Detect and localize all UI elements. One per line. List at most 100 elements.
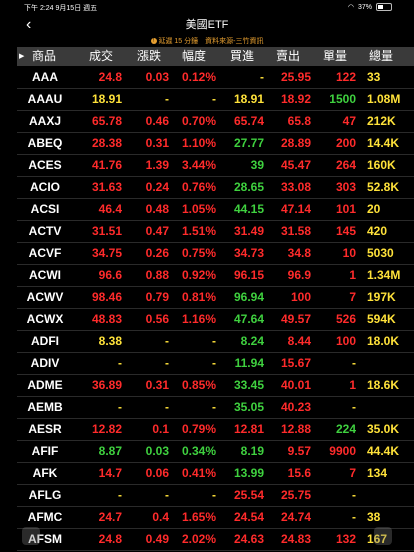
table-row[interactable]: AAAU 18.91 - - 18.91 18.92 1500 1.08M	[17, 88, 414, 111]
ask-cell: 25.95	[280, 70, 311, 84]
qty-cell: 1500	[329, 92, 356, 106]
col-header-qty[interactable]: 單量	[323, 49, 348, 63]
volume-cell	[367, 484, 414, 506]
ask-cell: 96.9	[287, 268, 311, 282]
percent-cell: 0.85%	[181, 378, 216, 392]
symbol-cell: ACVF	[28, 246, 62, 260]
change-cell: -	[165, 400, 169, 414]
table-row[interactable]: ACSI 46.4 0.48 1.05% 44.15 47.14 101 20	[17, 198, 414, 221]
qty-cell: 264	[335, 158, 356, 172]
last-price-cell: 24.7	[98, 510, 122, 524]
bid-cell: 96.94	[233, 290, 264, 304]
last-price-cell: -	[118, 488, 122, 502]
qty-cell: -	[352, 488, 356, 502]
table-row[interactable]: AAA 24.8 0.03 0.12% - 25.95 122 33	[17, 66, 414, 89]
ask-cell: 28.89	[280, 136, 311, 150]
percent-cell: 1.65%	[181, 510, 216, 524]
table-row[interactable]: ADIV - - - 11.94 15.67 -	[17, 352, 414, 375]
change-cell: 0.48	[145, 202, 169, 216]
percent-cell: 1.16%	[181, 312, 216, 326]
table-row[interactable]: AFIF 8.87 0.03 0.34% 8.19 9.57 9900 44.4K	[17, 440, 414, 463]
delay-notice: ! 延遲 15 分鐘 資料來源-三竹資訊	[0, 36, 414, 47]
volume-cell: 35.0K	[367, 422, 400, 436]
bid-cell: 12.81	[233, 422, 264, 436]
symbol-cell: ACWX	[26, 312, 64, 326]
volume-cell: 52.8K	[367, 180, 400, 194]
percent-cell: 3.44%	[181, 158, 216, 172]
col-header-change[interactable]: 漲跌	[137, 49, 162, 63]
table-row[interactable]: AFK 14.7 0.06 0.41% 13.99 15.6 7 134	[17, 462, 414, 485]
status-time: 下午 2:24 9月15日 週五	[24, 5, 98, 12]
table-row[interactable]: ACTV 31.51 0.47 1.51% 31.49 31.58 145 420	[17, 220, 414, 243]
last-price-cell: 65.78	[91, 114, 122, 128]
table-row[interactable]: ACWX 48.83 0.56 1.16% 47.64 49.57 526 594K	[17, 308, 414, 331]
menu-icon[interactable]	[374, 527, 392, 545]
col-header-ask[interactable]: 賣出	[276, 49, 301, 63]
percent-cell: -	[212, 356, 216, 370]
bid-cell: 8.24	[240, 334, 264, 348]
qty-cell: 224	[335, 422, 356, 436]
grid-icon[interactable]	[22, 527, 40, 545]
qty-cell: 1	[349, 378, 356, 392]
symbol-cell: AAAU	[27, 92, 63, 106]
change-cell: -	[165, 356, 169, 370]
bid-cell: 35.05	[233, 400, 264, 414]
volume-cell: 33	[367, 70, 381, 84]
symbol-cell: AFSM	[28, 532, 62, 546]
table-row[interactable]: ACIO 31.63 0.24 0.76% 28.65 33.08 303 52.8K	[17, 176, 414, 199]
table-row[interactable]: AESR 12.82 0.1 0.79% 12.81 12.88 224 35.0K	[17, 418, 414, 441]
symbol-cell: ACSI	[30, 202, 60, 216]
table-row[interactable]: ACVF 34.75 0.26 0.75% 34.73 34.8 10 5030	[17, 242, 414, 265]
table-row[interactable]: ADFI 8.38 - - 8.24 8.44 100 18.0K	[17, 330, 414, 353]
symbol-cell: ADIV	[30, 356, 60, 370]
symbol-cell: AFMC	[27, 510, 63, 524]
back-chevron-icon[interactable]: ‹	[26, 16, 32, 33]
table-row[interactable]: AAXJ 65.78 0.46 0.70% 65.74 65.8 47 212K	[17, 110, 414, 133]
ask-cell: 49.57	[280, 312, 311, 326]
volume-cell: 1.34M	[367, 268, 401, 282]
sort-arrow-icon[interactable]: ▶	[19, 53, 25, 60]
volume-cell: 18.0K	[367, 334, 400, 348]
table-row[interactable]: AFLG - - - 25.54 25.75 -	[17, 484, 414, 507]
change-cell: 0.47	[145, 224, 169, 238]
table-row[interactable]: AFSM 24.8 0.49 2.02% 24.63 24.83 132 167	[17, 528, 414, 551]
symbol-cell: ACTV	[28, 224, 62, 238]
percent-cell: 0.70%	[181, 114, 216, 128]
qty-cell: -	[352, 356, 356, 370]
ask-cell: 40.01	[280, 378, 311, 392]
col-header-last[interactable]: 成交	[89, 49, 114, 63]
ask-cell: 18.92	[280, 92, 311, 106]
col-header-symbol[interactable]: 商品	[32, 49, 57, 63]
quote-table-body[interactable]: AAA 24.8 0.03 0.12% -25.95 122 33 AAAU 18.91- -18…	[17, 66, 414, 552]
table-row[interactable]: AEMB - - - 35.05 40.23 -	[17, 396, 414, 419]
volume-cell: 420	[367, 224, 388, 238]
percent-cell: 0.76%	[181, 180, 216, 194]
bid-cell: 33.45	[233, 378, 264, 392]
qty-cell: 145	[335, 224, 356, 238]
ask-cell: 65.8	[287, 114, 311, 128]
volume-cell: 14.4K	[367, 136, 400, 150]
bid-cell: 47.64	[233, 312, 264, 326]
table-row[interactable]: AFMC 24.7 0.4 1.65% 24.54 24.74 -38	[17, 506, 414, 529]
percent-cell: -	[212, 334, 216, 348]
change-cell: -	[165, 488, 169, 502]
table-row[interactable]: ADME 36.89 0.31 0.85% 33.45 40.01 1 18.6K	[17, 374, 414, 397]
ask-cell: 8.44	[287, 334, 311, 348]
bid-cell: 11.94	[234, 356, 264, 370]
percent-cell: 2.02%	[181, 532, 216, 546]
col-header-bid[interactable]: 買進	[230, 49, 255, 63]
ask-cell: 47.14	[280, 202, 311, 216]
table-row[interactable]: ACWV 98.46 0.79 0.81% 96.94 100 7 197K	[17, 286, 414, 309]
table-row[interactable]: ACWI 96.6 0.88 0.92% 96.15 96.9 1 1.34M	[17, 264, 414, 287]
ask-cell: 31.58	[280, 224, 311, 238]
percent-cell: 0.41%	[181, 466, 216, 480]
col-header-percent[interactable]: 幅度	[182, 49, 207, 63]
table-row[interactable]: ABEQ 28.38 0.31 1.10% 27.77 28.89 200 14.4K	[17, 132, 414, 155]
col-header-volume[interactable]: 總量	[369, 49, 394, 63]
bid-cell: 96.15	[233, 268, 264, 282]
table-row[interactable]: ACES 41.76 1.39 3.44% 39 45.47 264 160K	[17, 154, 414, 177]
last-price-cell: 28.38	[91, 136, 122, 150]
volume-cell: 44.4K	[367, 444, 400, 458]
ask-cell: 100	[290, 290, 311, 304]
change-cell: 0.4	[152, 510, 169, 524]
